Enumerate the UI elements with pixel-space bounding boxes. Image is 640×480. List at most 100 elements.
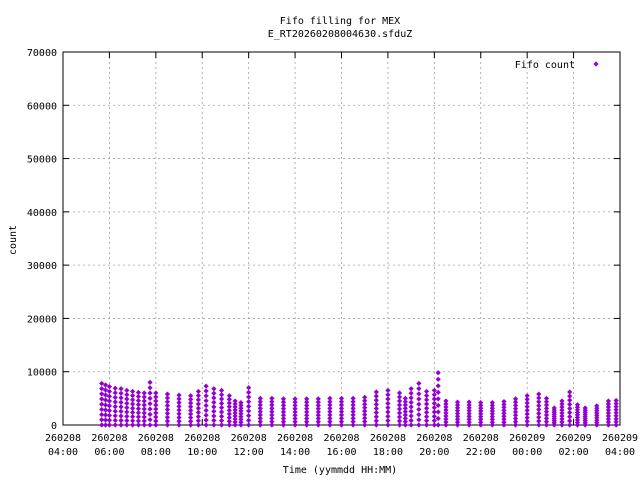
data-point-column (338, 395, 345, 428)
data-point (188, 396, 194, 402)
data-point (195, 409, 201, 416)
data-point (106, 408, 113, 414)
data-point (112, 390, 118, 396)
data-point (112, 413, 118, 419)
data-point (443, 404, 449, 410)
data-point (135, 398, 142, 404)
data-point-column (218, 387, 225, 428)
data-point (232, 422, 238, 428)
data-point (567, 414, 573, 420)
data-point-column (246, 385, 252, 428)
data-point (402, 422, 408, 428)
data-point (338, 405, 345, 411)
data-point (466, 416, 472, 422)
data-point (203, 402, 209, 409)
data-point (226, 411, 232, 417)
data-point (373, 414, 379, 420)
data-point-column (315, 396, 321, 428)
data-point (385, 418, 391, 424)
data-point (153, 414, 159, 420)
data-point (543, 415, 550, 421)
data-point (327, 412, 333, 418)
data-point (350, 399, 356, 405)
data-point (559, 410, 565, 416)
data-point (338, 419, 345, 425)
data-point (292, 412, 298, 418)
data-point (543, 409, 550, 415)
data-point-column (543, 395, 550, 428)
data-point (141, 422, 147, 428)
data-point (141, 418, 147, 424)
data-point (536, 418, 542, 424)
data-point (164, 395, 171, 401)
data-point (423, 405, 430, 411)
data-point (112, 404, 118, 410)
data-point (153, 394, 159, 400)
x-tick-label-time: 08:00 (141, 447, 171, 458)
data-point (551, 405, 557, 411)
data-point (226, 393, 232, 399)
data-point (147, 401, 153, 407)
data-point (211, 395, 217, 401)
data-point (106, 398, 113, 404)
data-point (141, 406, 147, 412)
data-point (567, 418, 573, 424)
data-point (327, 395, 333, 401)
data-point (141, 398, 147, 404)
data-point (102, 417, 109, 423)
data-point (280, 409, 287, 415)
x-tick-label-date: 260208 (463, 433, 499, 444)
data-point (338, 409, 345, 415)
data-point (124, 387, 130, 393)
x-axis-label: Time (yymmdd HH:MM) (283, 465, 397, 476)
data-point (431, 392, 437, 398)
data-point (238, 400, 244, 406)
data-point (315, 399, 321, 405)
data-point-column (435, 370, 441, 428)
y-tick-label: 10000 (27, 368, 57, 379)
data-point (435, 376, 441, 382)
data-point (454, 416, 461, 422)
data-point (124, 409, 130, 415)
data-point-column (141, 390, 147, 428)
data-point (118, 395, 124, 401)
data-point (543, 405, 550, 411)
data-point (203, 417, 209, 423)
data-point (605, 413, 611, 419)
data-point (147, 411, 153, 417)
y-axis-label: count (8, 225, 19, 255)
data-point (130, 414, 136, 420)
data-point (512, 409, 519, 415)
data-point (524, 396, 530, 402)
data-point (466, 410, 472, 417)
data-point (559, 416, 565, 422)
data-point (408, 399, 414, 405)
data-point (257, 419, 263, 425)
data-point-column (153, 390, 159, 428)
data-point (416, 422, 422, 428)
data-point (195, 418, 201, 424)
x-tick-label-date: 260209 (602, 433, 638, 444)
y-tick-label: 70000 (27, 48, 57, 59)
data-point (135, 402, 142, 408)
data-point (478, 405, 484, 411)
data-point (188, 422, 194, 428)
data-point (188, 418, 194, 424)
data-point (304, 402, 310, 409)
data-point (176, 396, 182, 402)
data-point (559, 422, 565, 428)
data-point (567, 422, 573, 428)
data-point-column (408, 386, 414, 428)
data-point (501, 422, 507, 428)
data-point (188, 407, 194, 413)
data-point (147, 417, 153, 423)
data-point (292, 406, 298, 412)
data-point (246, 385, 252, 391)
data-point (246, 389, 252, 395)
data-point (176, 400, 182, 406)
data-point (232, 419, 238, 425)
data-point (402, 415, 408, 421)
data-point (536, 406, 542, 413)
data-point (280, 402, 287, 409)
data-point (147, 379, 153, 385)
